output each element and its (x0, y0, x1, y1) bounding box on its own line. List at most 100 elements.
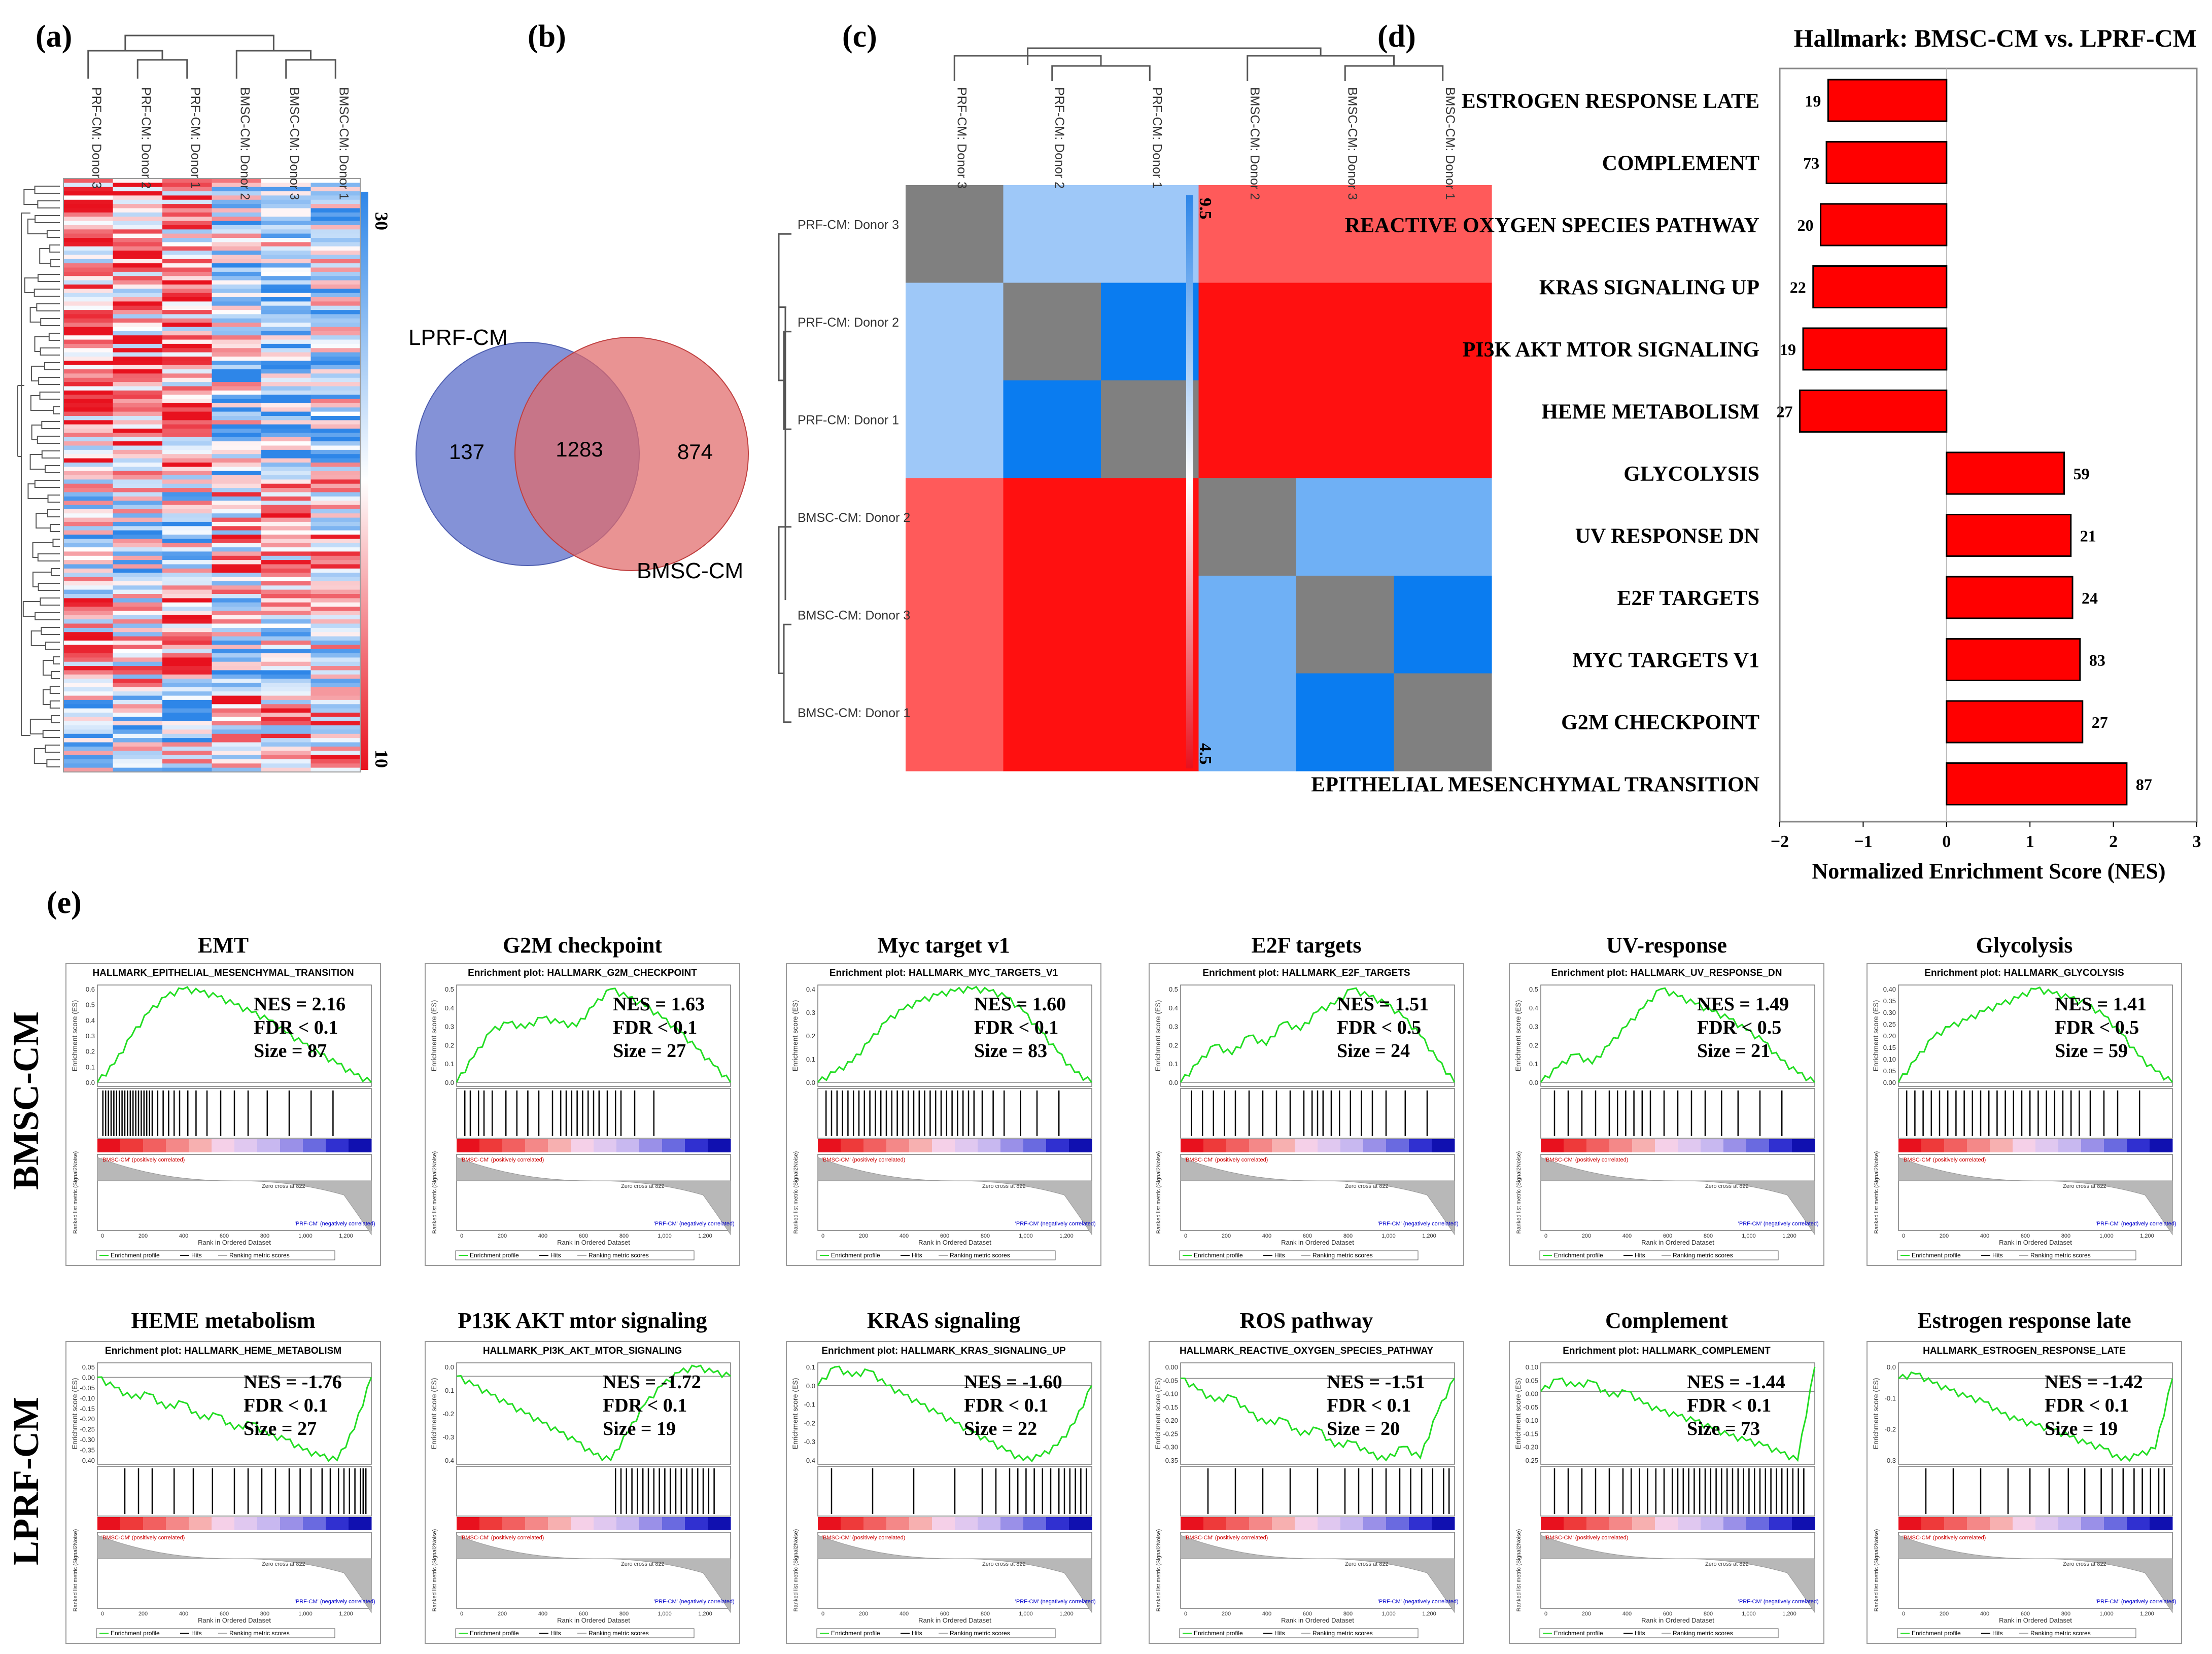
legend-label: Ranking metric scores (229, 1252, 290, 1259)
heatmap-a-cell (162, 462, 213, 467)
x-tick-label: 0 (1544, 1233, 1547, 1239)
legend-label: Hits (1635, 1630, 1645, 1637)
heatmap-a-cell (63, 687, 114, 692)
heatmap-a-cell (63, 318, 114, 323)
gsea-panel: BMSC-CMLPRF-CMEMTHALLMARK_EPITHELIAL_MES… (6, 933, 2182, 1644)
heatmap-a-cell (63, 623, 114, 628)
heatmap-a-cell (212, 679, 262, 684)
heatmap-c-cell (1296, 380, 1395, 479)
heatmap-a-cell (113, 246, 163, 251)
heatmap-a-cell (261, 179, 312, 183)
enrichment-profile-line (1897, 1371, 2173, 1462)
x-tick-label: 1,200 (339, 1611, 353, 1617)
dendro-line (47, 495, 60, 503)
x-tick-label: 600 (579, 1233, 588, 1239)
heatmap-a-cell (212, 242, 262, 247)
legend-box (816, 1628, 1056, 1638)
heatmap-a-cell (212, 327, 262, 332)
dendro-line (24, 277, 39, 293)
heatmap-a-cell (261, 551, 312, 556)
heatmap-a-cell (113, 717, 163, 722)
heatmap-a-cell (63, 560, 114, 565)
positive-correlation-label: 'BMSC-CM' (positively correlated) (822, 1157, 905, 1163)
dendro-line (36, 303, 60, 311)
heatmap-c-scale-max: 9.5 (1196, 198, 1215, 220)
rank-color-band (1069, 1139, 1092, 1152)
heatmap-a-cell (113, 377, 163, 382)
es-y-tick-label: -0.3 (1885, 1457, 1896, 1464)
x-axis-label: Rank in Ordered Dataset (1999, 1239, 2072, 1246)
heatmap-a-cell (261, 357, 312, 361)
heatmap-a-cell (212, 674, 262, 679)
heatmap-a-cell (310, 399, 361, 404)
heatmap-a-cell (310, 377, 361, 382)
heatmap-a-cell (261, 251, 312, 256)
panel-label-e: (e) (47, 886, 82, 920)
heatmap-a-cell (261, 454, 312, 459)
size-value: Size = 59 (2055, 1040, 2128, 1062)
legend-label: Ranking metric scores (1312, 1252, 1373, 1259)
heatmap-a-cell (261, 615, 312, 620)
heatmap-a-cell (162, 373, 213, 378)
heatmap-a-cell (63, 212, 114, 217)
metric-axes (817, 1532, 1092, 1609)
heatmap-a-cell (261, 267, 312, 272)
legend-label: Ranking metric scores (229, 1630, 290, 1637)
rank-color-band (1046, 1517, 1069, 1530)
heatmap-a-cell (113, 369, 163, 374)
heatmap-a-cell (63, 195, 114, 200)
dendro-line (37, 436, 60, 444)
heatmap-a-cell (310, 217, 361, 222)
heatmap-a-cell (162, 352, 213, 357)
es-y-tick-label: 0.0 (1529, 1079, 1538, 1086)
heatmap-a-cell (113, 458, 163, 463)
heatmap-c-cell (1394, 478, 1492, 576)
heatmap-c-row-label: BMSC-CM: Donor 3 (798, 608, 910, 622)
es-y-tick-label: 0.00 (1165, 1363, 1178, 1371)
heatmap-a-cell (162, 449, 213, 454)
heatmap-a-cell (113, 199, 163, 204)
x-axis-label: Rank in Ordered Dataset (198, 1616, 271, 1624)
metric-axes (817, 1154, 1092, 1231)
dendro-line (34, 186, 60, 194)
heatmap-a-cell (310, 365, 361, 370)
heatmap-a-cell (261, 649, 312, 654)
heatmap-a-cell (162, 509, 213, 514)
es-y-tick-label: 0.40 (1883, 986, 1896, 993)
heatmap-a-cell (113, 242, 163, 247)
x-tick-label: 400 (900, 1611, 909, 1617)
legend-box (1179, 1628, 1419, 1638)
heatmap-a-cell (212, 505, 262, 510)
es-y-tick-label: -0.30 (1163, 1444, 1178, 1451)
heatmap-a-cell (162, 399, 213, 404)
rank-color-band (457, 1139, 480, 1152)
heatmap-a-cell (212, 568, 262, 573)
rank-color-band (1432, 1517, 1455, 1530)
heatmap-a-cell (162, 323, 213, 328)
heatmap-c-cell (1003, 576, 1101, 674)
heatmap-a-cell (113, 365, 163, 370)
heatmap-a-cell (63, 759, 114, 764)
heatmap-a-cell (63, 530, 114, 535)
heatmap-a-cell (212, 767, 262, 772)
heatmap-a-cell (310, 699, 361, 705)
es-axes (1180, 1362, 1455, 1465)
heatmap-a-cell (212, 416, 262, 420)
es-y-tick-label: 0.1 (1169, 1060, 1178, 1068)
x-tick-label: 200 (1582, 1233, 1591, 1239)
heatmap-a-cell (261, 670, 312, 675)
heatmap-a-cell (113, 564, 163, 569)
size-value: Size = 19 (603, 1418, 676, 1439)
es-y-tick-label: 0.5 (86, 1001, 95, 1009)
rank-color-band (166, 1517, 189, 1530)
rank-color-band (2150, 1517, 2173, 1530)
dendro-line (43, 660, 54, 676)
rank-color-band (2013, 1517, 2036, 1530)
dendro-line (40, 597, 60, 606)
heatmap-a-cell (212, 361, 262, 366)
venn-circle-b (514, 337, 749, 571)
heatmap-a-cell (63, 619, 114, 624)
heatmap-a-cell (63, 403, 114, 408)
es-y-tick-label: -0.30 (80, 1436, 95, 1444)
